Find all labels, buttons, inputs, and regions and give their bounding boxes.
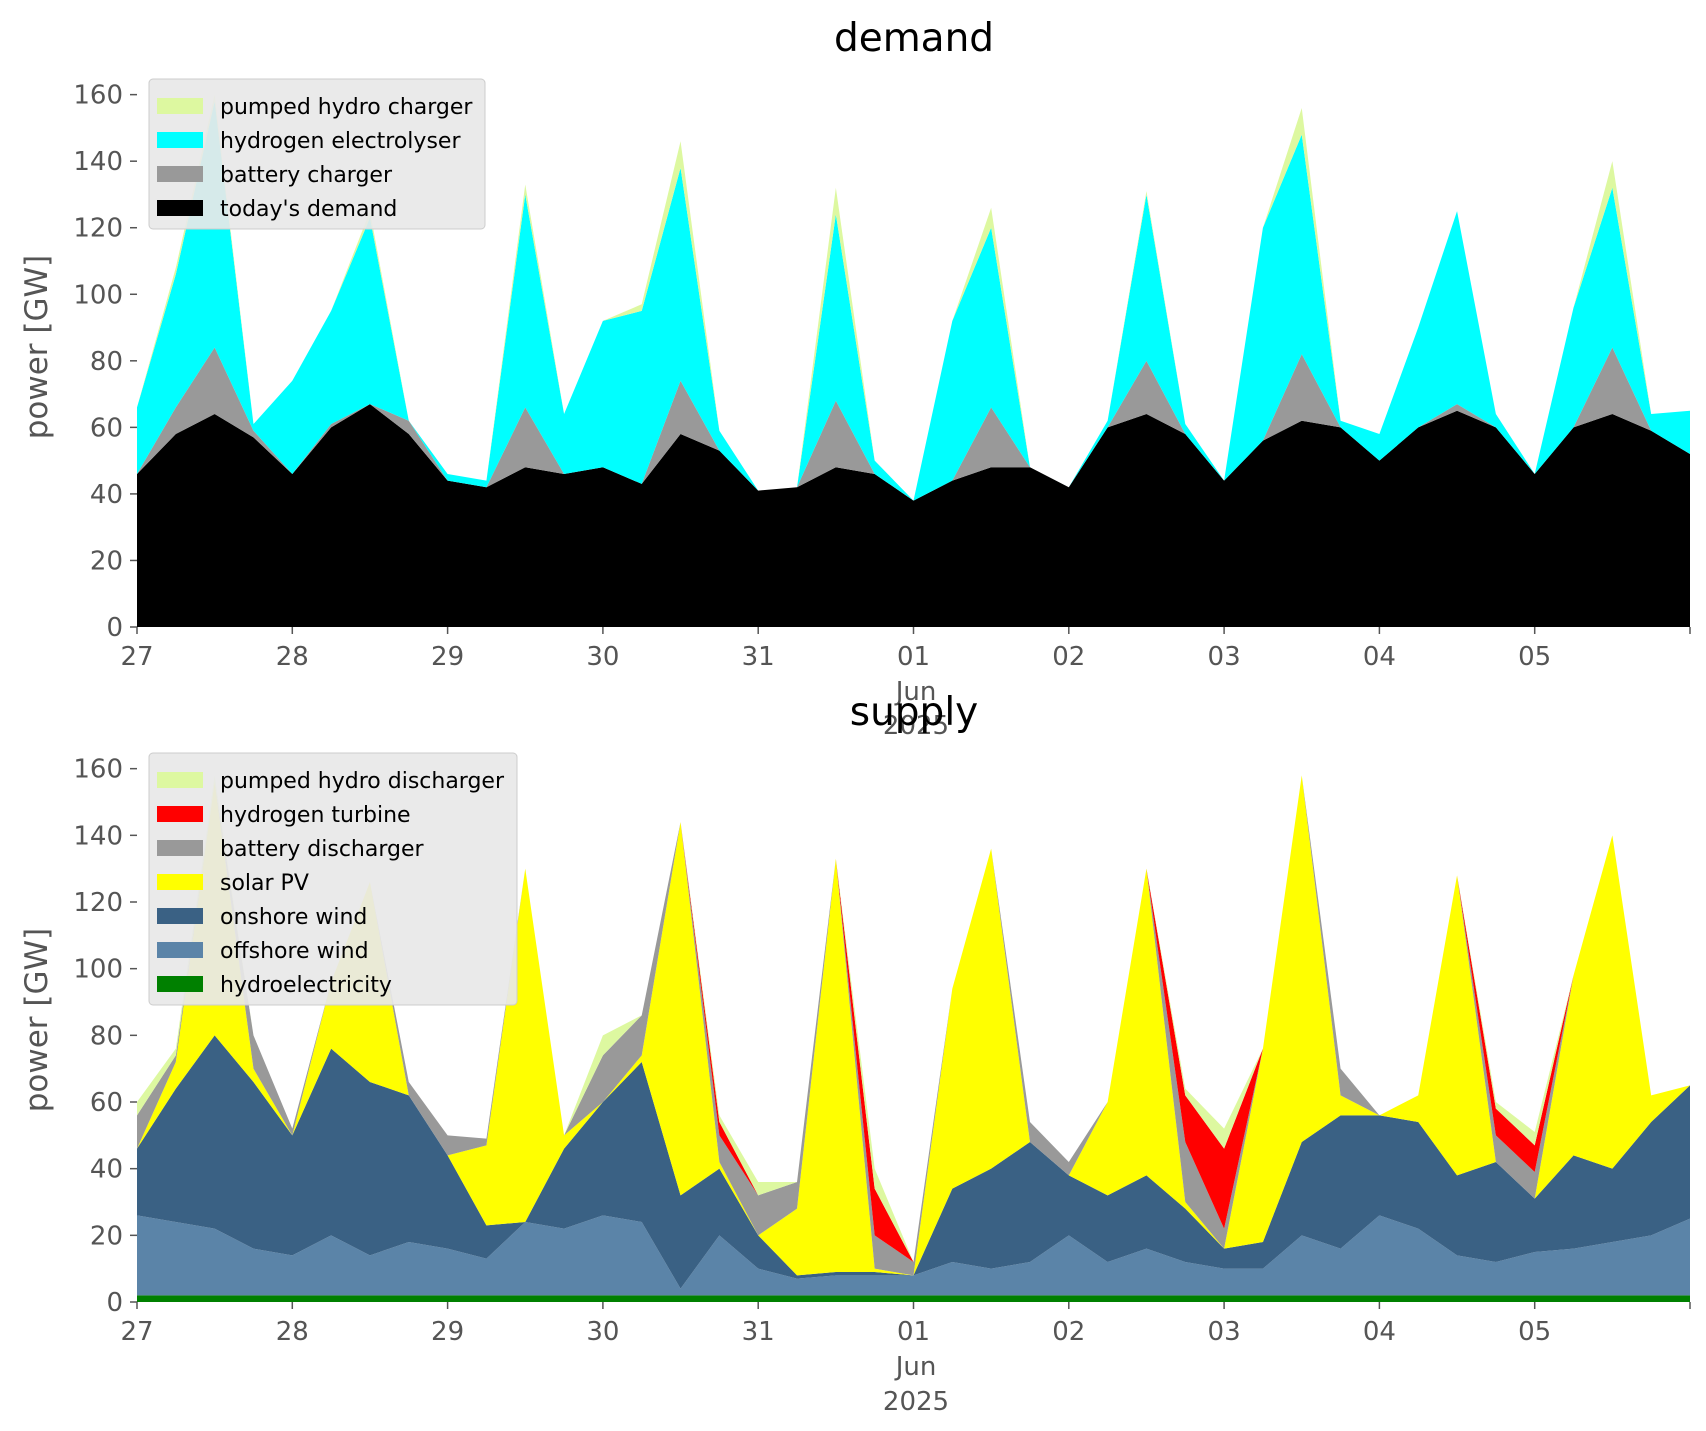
demand-x-tick-label: 30: [586, 642, 619, 672]
supply-area-hydroelectricity: [137, 1295, 1690, 1302]
demand-x-month-label: Jun: [894, 677, 937, 707]
supply-legend: pumped hydro discharger hydrogen turbine b…: [148, 752, 518, 1006]
demand-y-tick-label: 0: [106, 613, 123, 643]
demand-area-hydrogen-electrolyser: [137, 101, 1690, 501]
supply-y-tick-label: 140: [73, 821, 123, 851]
demand-x-tick-label: 27: [120, 642, 153, 672]
supply-x-year-label: 2025: [883, 1387, 949, 1417]
supply-x-tick-label: 03: [1208, 1317, 1241, 1347]
demand-y-tick-label: 80: [90, 347, 123, 377]
demand-x-tick-label: 29: [431, 642, 464, 672]
demand-y-tick-label: 120: [73, 214, 123, 244]
supply-legend-swatch-hydrogen-turbine: [157, 806, 203, 822]
supply-legend-label-hydroelectricity: hydroelectricity: [220, 973, 392, 998]
supply-y-tick-label: 120: [73, 888, 123, 918]
demand-x-year-label: 2025: [883, 711, 949, 741]
supply-legend-label-solar-pv: solar PV: [220, 871, 309, 896]
demand-x-tick-label: 01: [897, 642, 930, 672]
supply-legend-label-pumped-hydro-discharger: pumped hydro discharger: [220, 769, 505, 794]
demand-y-tick-label: 60: [90, 413, 123, 443]
supply-y-tick-label: 0: [106, 1288, 123, 1318]
supply-legend-label-onshore-wind: onshore wind: [220, 905, 367, 930]
demand-legend-swatch-hydrogen-electrolyser: [157, 132, 203, 148]
demand-area-battery-charger: [137, 347, 1690, 501]
demand-x-tick-label: 31: [742, 642, 775, 672]
supply-legend-swatch-onshore-wind: [157, 908, 203, 924]
demand-legend-label-battery-charger: battery charger: [220, 163, 393, 188]
supply-x-tick-label: 30: [586, 1317, 619, 1347]
supply-y-tick-label: 60: [90, 1088, 123, 1118]
supply-y-tick-label: 80: [90, 1021, 123, 1051]
supply-axes: 0 20 40 60 80 100 120 140 160 27 28 29 30 31 01 02 03 04 0…: [73, 755, 1691, 1347]
demand-x-tick-label: 03: [1208, 642, 1241, 672]
supply-title: supply: [850, 690, 978, 735]
demand-x-tick-label: 28: [276, 642, 309, 672]
demand-legend-swatch-battery-charger: [157, 166, 203, 182]
demand-axes: 0 20 40 60 80 100 120 140 160 27 28 29 30 31 01 02 03 04 0…: [73, 81, 1691, 672]
demand-panel: demand power [GW] 0204060801001201401602…: [19, 16, 1691, 741]
supply-legend-label-hydrogen-turbine: hydrogen turbine: [220, 803, 411, 828]
supply-areas: [137, 775, 1690, 1302]
supply-legend-box: [148, 752, 518, 1006]
supply-legend-label-offshore-wind: offshore wind: [220, 939, 369, 964]
demand-x-tick-label: 02: [1052, 642, 1085, 672]
demand-x-tick-label: 05: [1518, 642, 1551, 672]
demand-y-tick-label: 40: [90, 480, 123, 510]
demand-area-today-s-demand: [137, 404, 1690, 627]
supply-x-tick-label: 31: [742, 1317, 775, 1347]
demand-legend-swatch-pumped-hydro-charger: [157, 98, 203, 114]
supply-x-tick-label: 04: [1363, 1317, 1396, 1347]
supply-legend-label-battery-discharger: battery discharger: [220, 837, 425, 862]
supply-y-axis-label: power [GW]: [19, 928, 55, 1113]
supply-legend-swatch-offshore-wind: [157, 942, 203, 958]
supply-y-tick-label: 100: [73, 955, 123, 985]
supply-y-tick-label: 40: [90, 1155, 123, 1185]
supply-x-tick-label: 02: [1052, 1317, 1085, 1347]
supply-x-tick-label: 05: [1518, 1317, 1551, 1347]
supply-legend-swatch-hydroelectricity: [157, 976, 203, 992]
demand-legend-box: [148, 78, 486, 230]
demand-y-tick-label: 100: [73, 280, 123, 310]
supply-x-month-label: Jun: [894, 1352, 937, 1382]
supply-y-tick-label: 160: [73, 755, 123, 785]
supply-area-solar-pv: [137, 775, 1690, 1276]
demand-legend: pumped hydro charger hydrogen electrolyse…: [148, 78, 486, 230]
supply-area-onshore-wind: [137, 1035, 1690, 1289]
demand-legend-swatch-today-s-demand: [157, 200, 203, 216]
demand-legend-label-hydrogen-electrolyser: hydrogen electrolyser: [220, 129, 461, 154]
demand-title: demand: [834, 16, 994, 61]
supply-legend-swatch-solar-pv: [157, 874, 203, 890]
supply-legend-swatch-battery-discharger: [157, 840, 203, 856]
demand-x-tick-label: 04: [1363, 642, 1396, 672]
supply-x-tick-label: 29: [431, 1317, 464, 1347]
demand-y-tick-label: 140: [73, 147, 123, 177]
supply-legend-swatch-pumped-hydro-discharger: [157, 772, 203, 788]
supply-x-tick-label: 01: [897, 1317, 930, 1347]
demand-y-tick-label: 160: [73, 81, 123, 111]
demand-legend-label-today-s-demand: today's demand: [220, 197, 397, 222]
demand-areas: [137, 94, 1690, 627]
supply-x-tick-label: 28: [276, 1317, 309, 1347]
demand-legend-label-pumped-hydro-charger: pumped hydro charger: [220, 95, 473, 120]
demand-y-axis-label: power [GW]: [19, 255, 55, 440]
demand-y-tick-label: 20: [90, 546, 123, 576]
supply-panel: supply power [GW] 0204060801001201401602…: [19, 690, 1691, 1417]
supply-x-tick-label: 27: [120, 1317, 153, 1347]
supply-y-tick-label: 20: [90, 1221, 123, 1251]
